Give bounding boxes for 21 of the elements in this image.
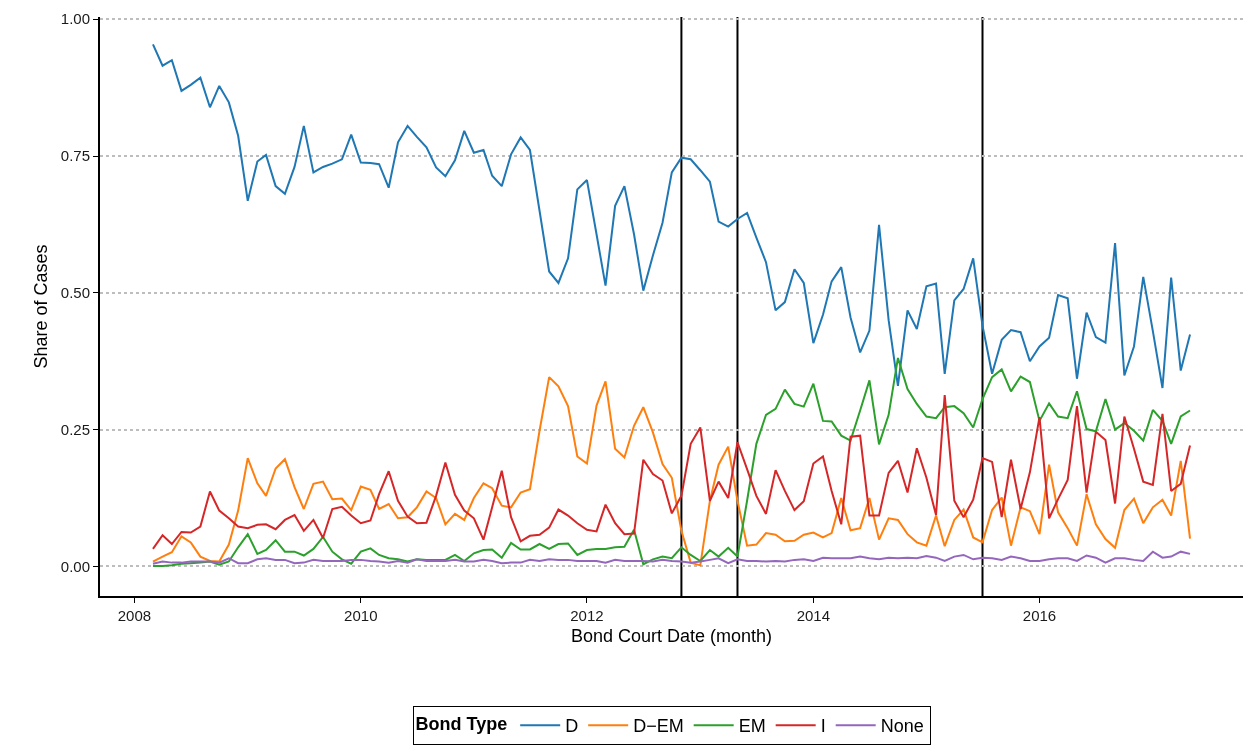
x-tick-label: 2014 <box>796 607 831 624</box>
y-tick-label: 0.00 <box>60 557 90 575</box>
y-tick-label: 0.25 <box>60 420 90 438</box>
legend-title: Bond Type <box>415 714 508 735</box>
y-tick-label: 1.00 <box>60 10 90 28</box>
line-series <box>151 550 1192 565</box>
y-axis-title: Share of Cases <box>31 244 52 369</box>
legend-label: D−EM <box>633 716 684 737</box>
legend-label: I <box>820 716 826 737</box>
y-tick-label: 0.75 <box>60 147 90 165</box>
x-tick-label: 2008 <box>117 607 152 624</box>
x-tick-label: 2010 <box>344 607 378 624</box>
y-tick-label: 0.50 <box>60 284 90 302</box>
x-tick-label: 2016 <box>1022 607 1057 624</box>
line-series <box>151 394 1192 550</box>
x-axis-title: Bond Court Date (month) <box>570 625 773 646</box>
legend-label: None <box>880 716 924 737</box>
line-series <box>151 43 1192 390</box>
x-tick-label: 2012 <box>570 607 604 624</box>
legend-label: EM <box>738 716 766 737</box>
legend-label: D <box>565 716 579 737</box>
